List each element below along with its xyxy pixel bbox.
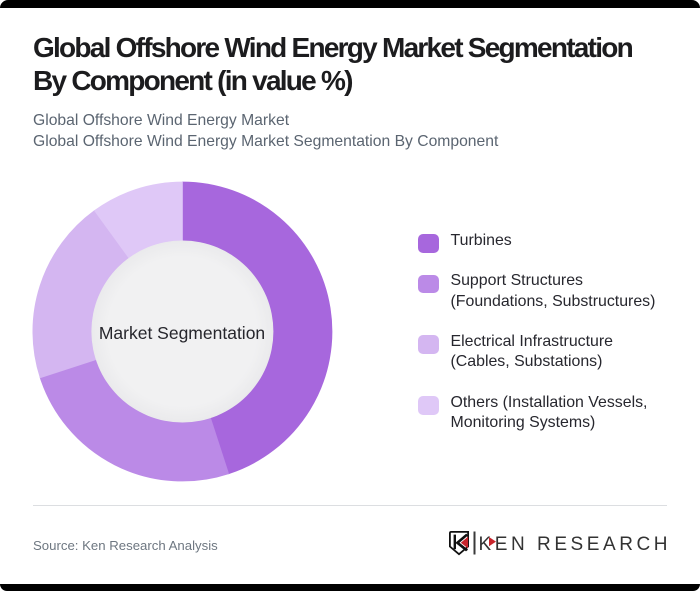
svg-text:KEN RESEARCH: KEN RESEARCH xyxy=(479,534,671,555)
